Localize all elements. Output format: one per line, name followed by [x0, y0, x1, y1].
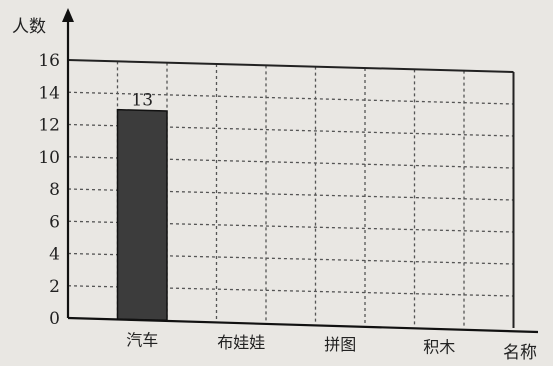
x-axis-label: 名称 — [503, 343, 537, 363]
chart-frame — [67, 59, 515, 328]
x-tick-label: 积木 — [423, 337, 455, 356]
y-tick-label: 8 — [49, 180, 60, 200]
data-label: 13 — [131, 90, 153, 110]
y-axis-label: 人数 — [12, 17, 46, 37]
bars: 13 — [116, 90, 168, 321]
x-tick-label: 布娃娃 — [217, 333, 265, 352]
y-tick-label: 10 — [38, 148, 60, 168]
bar — [116, 108, 168, 321]
y-tick-labels: 0 2 4 6 8 10 12 14 16 — [38, 51, 60, 329]
gridline-h — [67, 91, 514, 105]
y-tick-label: 6 — [49, 212, 60, 232]
y-tick-label: 12 — [38, 116, 60, 136]
y-tick-label: 16 — [38, 51, 60, 71]
x-tick-label: 拼图 — [324, 335, 356, 354]
x-tick-labels: 汽车 布娃娃 拼图 积木 — [126, 331, 455, 357]
y-tick-label: 2 — [49, 277, 60, 297]
y-tick-label: 4 — [49, 245, 60, 265]
y-tick-label: 0 — [49, 309, 60, 329]
axes — [62, 8, 539, 334]
x-tick-label: 汽车 — [126, 331, 158, 350]
frame-top — [67, 59, 514, 73]
y-axis-arrow — [62, 8, 74, 22]
y-tick-label: 14 — [38, 83, 60, 103]
x-axis — [67, 316, 539, 334]
